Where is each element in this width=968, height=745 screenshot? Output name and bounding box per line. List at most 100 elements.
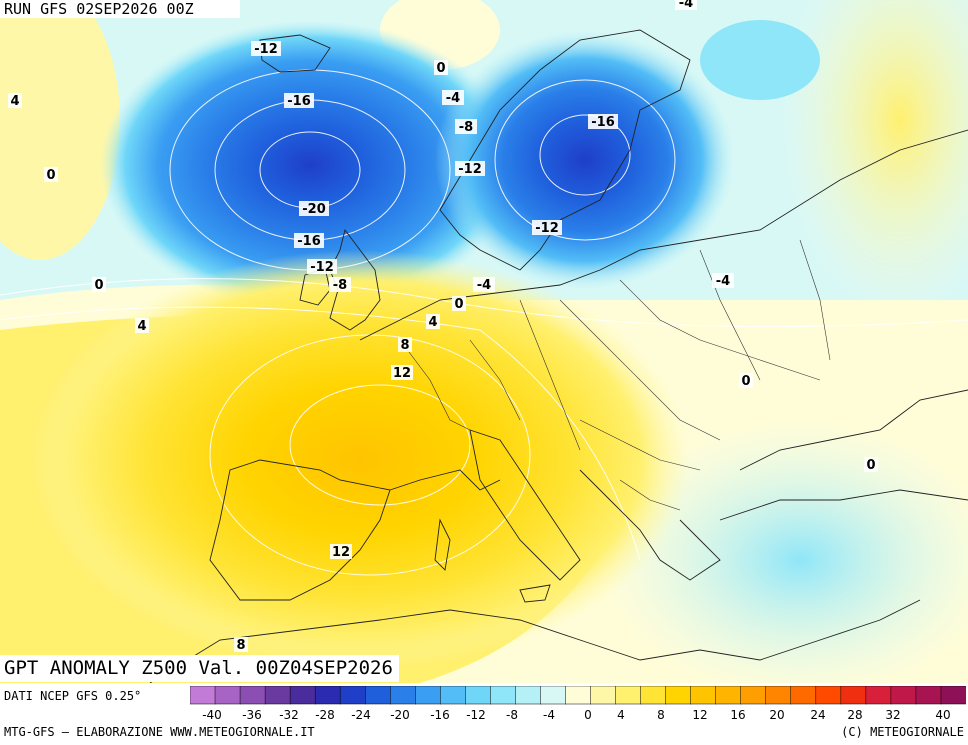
- svg-text:-12: -12: [310, 260, 334, 275]
- contour-label: -4: [675, 0, 697, 11]
- svg-text:-16: -16: [287, 94, 311, 109]
- svg-text:0: 0: [94, 278, 103, 293]
- colorbar-tick-label: -12: [466, 708, 486, 722]
- colorbar-tick-label: 24: [810, 708, 826, 722]
- colorbar-tick-label: -4: [543, 708, 555, 722]
- run-label: RUN GFS 02SEP2026 00Z: [0, 0, 240, 18]
- colorbar-swatch: [840, 686, 867, 705]
- svg-text:-16: -16: [591, 115, 615, 130]
- contour-label: 8: [234, 637, 248, 653]
- colorbar-swatch: [615, 686, 642, 705]
- colorbar-swatch: [440, 686, 467, 705]
- colorbar-swatch: [289, 686, 316, 705]
- colorbar-tick-label: 32: [885, 708, 901, 722]
- svg-text:4: 4: [10, 94, 19, 109]
- contour-label: -12: [251, 41, 281, 57]
- contour-label: 0: [92, 277, 106, 293]
- contour-label: -4: [712, 273, 734, 289]
- contour-label: -16: [294, 233, 324, 249]
- svg-text:-4: -4: [716, 274, 730, 289]
- colorbar-tick-label: -36: [242, 708, 262, 722]
- svg-text:-16: -16: [297, 234, 321, 249]
- colorbar-swatch: [515, 686, 542, 705]
- colorbar-swatch: [540, 686, 567, 705]
- colorbar-tick-label: 16: [730, 708, 746, 722]
- contour-label: 0: [44, 167, 58, 183]
- colorbar-swatch: [214, 686, 241, 705]
- colorbar-tick-label: -40: [202, 708, 222, 722]
- colorbar-tick-label: 4: [617, 708, 625, 722]
- svg-text:-12: -12: [458, 162, 482, 177]
- colorbar-swatch: [465, 686, 492, 705]
- colorbar-swatch: [865, 686, 892, 705]
- colorbar-swatch: [665, 686, 692, 705]
- contour-label: 12: [330, 544, 352, 560]
- colorbar-swatch: [364, 686, 392, 705]
- colorbar-swatch: [490, 686, 517, 705]
- contour-label: -16: [588, 114, 618, 130]
- svg-text:-4: -4: [446, 91, 460, 106]
- footer-credit: MTG-GFS – ELABORAZIONE WWW.METEOGIORNALE…: [4, 725, 315, 739]
- colorbar-swatch: [239, 686, 266, 705]
- contour-label: -8: [455, 119, 477, 135]
- colorbar-swatch: [415, 686, 442, 705]
- contour-label: 4: [426, 314, 440, 330]
- svg-text:4: 4: [428, 315, 437, 330]
- colorbar-tick-label: 8: [657, 708, 665, 722]
- colorbar-swatch: [339, 686, 366, 705]
- colorbar-swatch: [314, 686, 341, 705]
- colorbar-swatch: [815, 686, 842, 705]
- contour-label: -8: [329, 277, 351, 293]
- svg-text:12: 12: [332, 545, 350, 560]
- footer-copyright: (C) METEOGIORNALE: [841, 725, 964, 739]
- colorbar-swatch: [765, 686, 792, 705]
- svg-text:-8: -8: [459, 120, 473, 135]
- contour-label: -12: [532, 220, 562, 236]
- colorbar-tick-label: 12: [692, 708, 708, 722]
- colorbar-tick-label: -28: [315, 708, 335, 722]
- contour-label: 12: [391, 365, 413, 381]
- contour-label: 0: [864, 457, 878, 473]
- colorbar-swatch: [690, 686, 717, 705]
- colorbar-swatch: [890, 686, 917, 705]
- colorbar-swatch: [640, 686, 667, 705]
- contour-label: 0: [452, 296, 466, 312]
- map-title: GPT ANOMALY Z500 Val. 00Z04SEP2026: [0, 655, 399, 682]
- svg-text:0: 0: [454, 297, 463, 312]
- svg-text:-4: -4: [679, 0, 693, 11]
- colorbar-swatch: [264, 686, 291, 705]
- svg-text:4: 4: [137, 319, 146, 334]
- colorbar-swatch: [740, 686, 767, 705]
- colorbar-swatch: [940, 686, 966, 705]
- colorbar-swatch: [565, 686, 592, 705]
- contour-label: -16: [284, 93, 314, 109]
- svg-text:-4: -4: [477, 278, 491, 293]
- colorbar-swatch: [790, 686, 817, 705]
- colorbar-swatch: [590, 686, 617, 705]
- colorbar-swatch: [715, 686, 742, 705]
- contour-label: -20: [299, 201, 329, 217]
- svg-text:-8: -8: [333, 278, 347, 293]
- colorbar-tick-label: -24: [351, 708, 371, 722]
- svg-text:12: 12: [393, 366, 411, 381]
- colorbar-tick-label: -8: [506, 708, 518, 722]
- contour-label: 4: [135, 318, 149, 334]
- contour-label: 4: [8, 93, 22, 109]
- svg-text:0: 0: [436, 61, 445, 76]
- svg-text:-12: -12: [535, 221, 559, 236]
- colorbar-tick-label: -32: [279, 708, 299, 722]
- svg-text:0: 0: [866, 458, 875, 473]
- svg-text:8: 8: [236, 638, 245, 653]
- contour-label: 0: [739, 373, 753, 389]
- colorbar-swatch: [915, 686, 942, 705]
- contour-label: -12: [307, 259, 337, 275]
- colorbar-tick-label: 20: [769, 708, 785, 722]
- svg-text:0: 0: [741, 374, 750, 389]
- svg-text:0: 0: [46, 168, 55, 183]
- data-source: DATI NCEP GFS 0.25°: [4, 689, 142, 703]
- colorbar-tick-label: 0: [584, 708, 592, 722]
- svg-text:-20: -20: [302, 202, 326, 217]
- colorbar-tick-label: -20: [390, 708, 410, 722]
- contour-label: -12: [455, 161, 485, 177]
